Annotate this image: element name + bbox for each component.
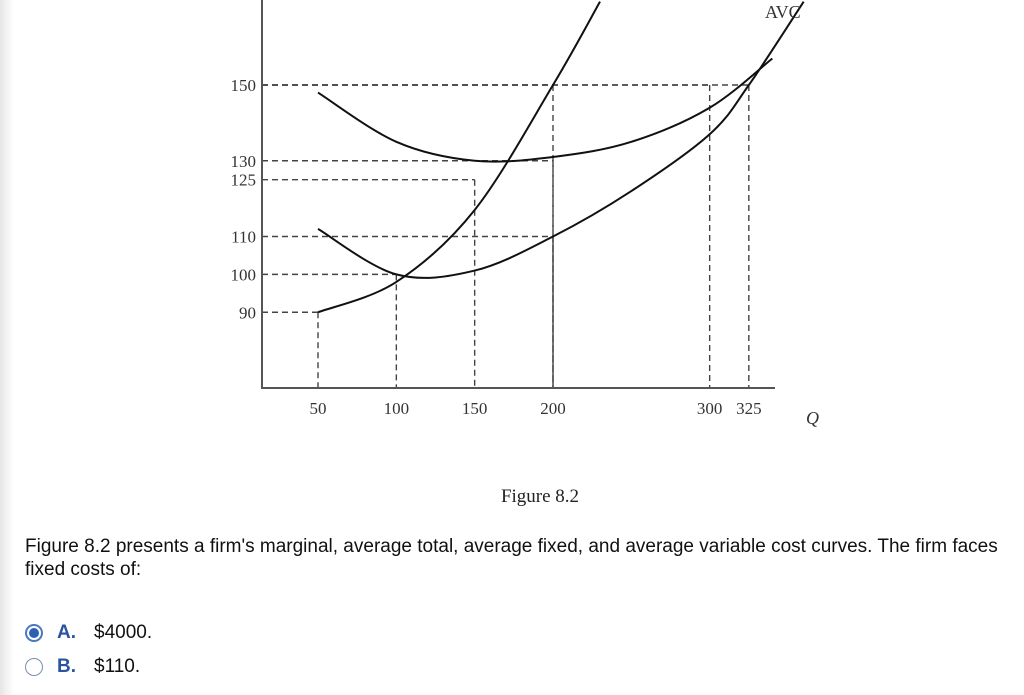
option-a-radio[interactable]	[25, 624, 43, 642]
x-tick-label-150: 150	[462, 399, 488, 418]
option-b-letter: B.	[57, 656, 76, 677]
x-tick-label-325: 325	[736, 399, 762, 418]
cost-curves	[317, 1, 805, 314]
y-tick-label-130: 130	[231, 152, 257, 171]
x-axis-label: Q	[806, 408, 819, 428]
radio-selected-dot	[29, 628, 39, 638]
x-tick-labels: 50 100 150 200 300 325	[310, 399, 762, 418]
figure-caption: Figure 8.2	[500, 486, 580, 507]
option-a-letter: A.	[57, 622, 76, 643]
x-tick-label-50: 50	[310, 399, 327, 418]
guide-lines	[262, 84, 750, 388]
axes	[261, 0, 775, 389]
avc-curve-label: AVC	[765, 2, 801, 22]
y-tick-label-125: 125	[231, 171, 257, 190]
chart-labels: AVC Q	[765, 2, 819, 428]
y-tick-label-90: 90	[239, 303, 256, 322]
answer-options: A. $4000. B. $110.	[25, 618, 152, 686]
cost-curve-1	[317, 1, 601, 314]
question-text: Figure 8.2 presents a firm's marginal, a…	[25, 536, 998, 580]
y-tick-label-100: 100	[231, 265, 257, 284]
cost-curve-avc	[317, 1, 805, 279]
option-b-radio[interactable]	[25, 658, 43, 676]
option-a[interactable]: A. $4000.	[25, 618, 152, 648]
x-tick-label-200: 200	[540, 399, 566, 418]
x-tick-label-300: 300	[697, 399, 723, 418]
y-tick-label-110: 110	[231, 228, 256, 247]
y-tick-label-150: 150	[231, 76, 257, 95]
option-b[interactable]: B. $110.	[25, 652, 152, 682]
x-tick-label-100: 100	[384, 399, 410, 418]
cost-curve-0	[317, 57, 773, 163]
page-left-shadow	[0, 0, 14, 695]
option-a-text: $4000.	[94, 622, 153, 643]
option-b-text: $110.	[94, 656, 141, 677]
